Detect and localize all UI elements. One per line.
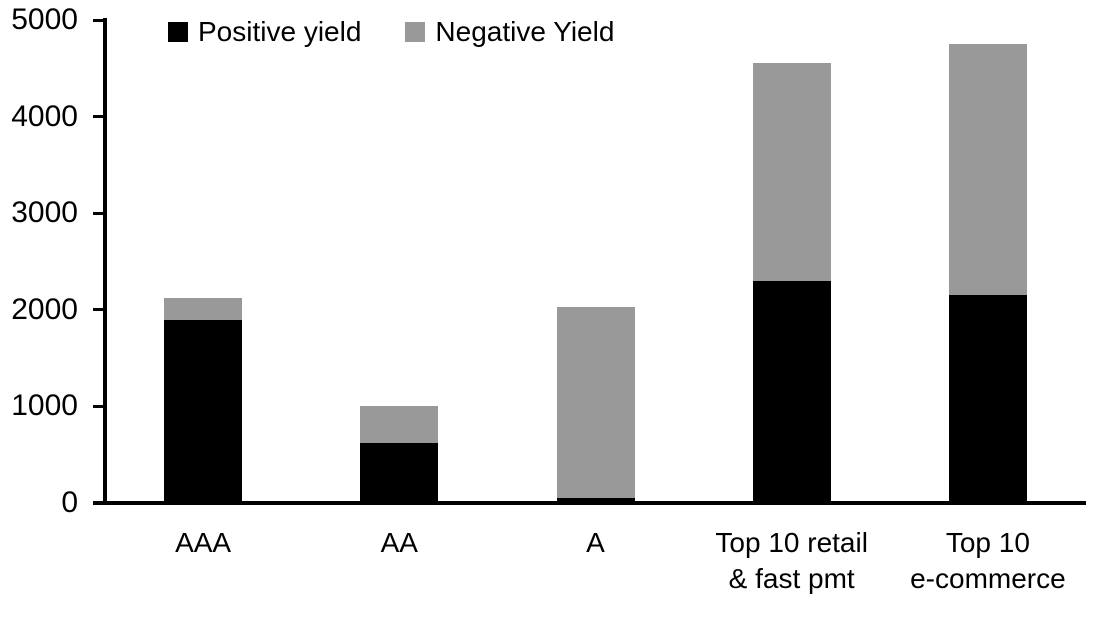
bar-segment — [164, 298, 243, 321]
bar-segment — [556, 306, 635, 499]
legend: Positive yield Negative Yield — [168, 18, 614, 46]
legend-item-negative-yield: Negative Yield — [405, 18, 614, 46]
bar-segment — [164, 320, 243, 503]
y-axis-tick-label: 5000 — [11, 3, 78, 36]
x-axis-category-label: Top 10 e-commerce — [910, 527, 1066, 594]
y-axis-line — [103, 18, 107, 505]
legend-swatch-positive-yield — [168, 22, 188, 42]
y-axis-tick-label: 1000 — [11, 389, 78, 423]
bar-segment — [556, 498, 635, 503]
y-axis-tick-label: 4000 — [11, 99, 78, 133]
bar-segment — [752, 63, 831, 281]
x-axis-category-label: AAA — [175, 527, 232, 558]
bar-segment — [360, 443, 439, 503]
y-axis-tick — [93, 18, 106, 22]
bar-segment — [948, 295, 1027, 503]
y-axis-tick — [93, 501, 106, 505]
bar-segment — [360, 406, 439, 444]
y-axis-tick-label: 3000 — [11, 196, 78, 230]
x-axis-category-label: A — [586, 527, 605, 558]
legend-swatch-negative-yield — [405, 22, 426, 42]
x-axis-category-label: Top 10 retail & fast pmt — [715, 527, 868, 594]
y-axis-tick-label: 0 — [61, 486, 78, 519]
bar-segment — [948, 44, 1027, 296]
y-axis-tick — [93, 211, 106, 215]
bar-segment — [752, 280, 831, 503]
x-axis-category-label: AA — [380, 527, 418, 558]
legend-label-positive-yield: Positive yield — [198, 16, 362, 47]
y-axis-tick — [93, 404, 106, 408]
y-axis-tick — [93, 308, 106, 312]
legend-item-positive-yield: Positive yield — [168, 18, 361, 46]
y-axis-tick — [93, 115, 106, 119]
x-axis-line — [93, 501, 1086, 505]
y-axis-tick-label: 2000 — [11, 292, 78, 326]
legend-label-negative-yield: Negative Yield — [435, 16, 615, 47]
